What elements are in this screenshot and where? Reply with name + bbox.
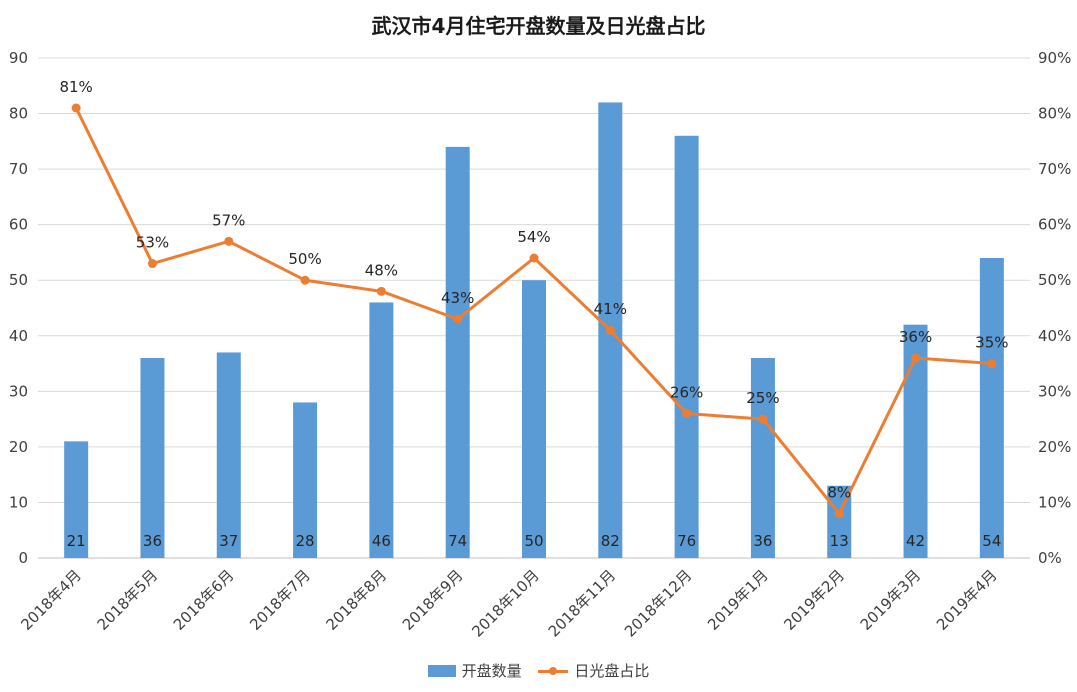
y-right-tick-label: 80% [1038, 105, 1071, 123]
y-right-tick-label: 70% [1038, 160, 1071, 178]
bar-data-label: 21 [67, 532, 86, 550]
line-point [453, 314, 463, 324]
line-data-label: 8% [827, 484, 851, 502]
line-data-label: 53% [136, 234, 169, 252]
bar [216, 352, 241, 558]
y-right-tick-label: 60% [1038, 216, 1071, 234]
x-tick-label: 2018年10月 [468, 566, 542, 640]
bar [369, 302, 394, 558]
bar-data-label: 37 [219, 532, 238, 550]
legend-label-line: 日光盘占比 [574, 662, 650, 680]
line-point [605, 325, 615, 335]
x-tick-label: 2019年1月 [704, 566, 772, 634]
bar-data-label: 50 [524, 532, 543, 550]
y-left-tick-label: 20 [9, 438, 28, 456]
y-left-tick-label: 30 [9, 382, 28, 400]
y-right-tick-label: 20% [1038, 438, 1071, 456]
x-tick-label: 2019年3月 [857, 566, 925, 634]
line-data-label: 50% [288, 250, 321, 268]
legend: 开盘数量 日光盘占比 [0, 660, 1077, 681]
line-data-label: 81% [59, 78, 92, 96]
x-tick-label: 2018年8月 [323, 566, 391, 634]
line-point [71, 103, 81, 113]
bar-data-label: 82 [601, 532, 620, 550]
line-data-label: 48% [365, 261, 398, 279]
bar-data-label: 76 [677, 532, 696, 550]
y-left-tick-label: 10 [9, 493, 28, 511]
bar-data-label: 74 [448, 532, 467, 550]
y-left-tick-label: 60 [9, 216, 28, 234]
bar [979, 258, 1004, 558]
x-tick-label: 2019年4月 [933, 566, 1001, 634]
y-right-tick-label: 30% [1038, 382, 1071, 400]
line-data-label: 43% [441, 289, 474, 307]
x-tick-label: 2019年2月 [780, 566, 848, 634]
bar-data-label: 54 [982, 532, 1001, 550]
bar [750, 358, 775, 558]
bar [522, 280, 546, 558]
line-point [987, 359, 997, 369]
bar-data-label: 36 [143, 532, 162, 550]
bar-data-label: 28 [296, 532, 315, 550]
line-data-label: 35% [975, 334, 1008, 352]
chart-title: 武汉市4月住宅开盘数量及日光盘占比 [371, 14, 706, 38]
bar-data-label: 42 [906, 532, 925, 550]
line-point [834, 509, 844, 519]
line-data-label: 26% [670, 384, 703, 402]
bar [64, 441, 89, 558]
bar-data-label: 13 [830, 532, 849, 550]
bar-data-label: 46 [372, 532, 391, 550]
legend-line-swatch [538, 665, 569, 677]
y-left-tick-label: 0 [18, 549, 28, 567]
x-tick-label: 2018年6月 [170, 566, 238, 634]
line-point [911, 353, 921, 363]
line-point [682, 409, 692, 419]
y-left-tick-label: 50 [9, 271, 28, 289]
line-data-label: 25% [746, 389, 779, 407]
x-tick-label: 2018年9月 [399, 566, 467, 634]
line-point [529, 253, 539, 263]
y-right-tick-label: 90% [1038, 49, 1071, 67]
bar [674, 135, 699, 558]
line-data-label: 41% [594, 300, 627, 318]
x-tick-label: 2018年7月 [246, 566, 314, 634]
line-point [147, 259, 157, 269]
line-point [300, 275, 310, 285]
x-tick-label: 2018年12月 [621, 566, 695, 640]
line-point [376, 286, 386, 296]
bar [445, 146, 470, 558]
legend-item-line: 日光盘占比 [538, 660, 649, 681]
y-right-tick-label: 0% [1038, 549, 1062, 567]
x-tick-label: 2018年4月 [17, 566, 85, 634]
bar [140, 358, 165, 558]
bar [293, 402, 318, 558]
plot-area: 0 10 20 30 40 50 60 70 80 90 0% 10% 20% 30% 40% 50% 60% 7… [9, 49, 1071, 641]
x-tick-label: 2018年5月 [94, 566, 162, 634]
legend-bar-swatch [427, 664, 456, 677]
line-data-label: 36% [899, 328, 932, 346]
bar [903, 324, 928, 558]
line-data-label: 54% [517, 228, 550, 246]
legend-label-bar: 开盘数量 [461, 662, 522, 680]
y-left-tick-label: 70 [9, 160, 28, 178]
line-point [224, 236, 234, 246]
bar-data-label: 36 [753, 532, 772, 550]
line-point [758, 414, 768, 424]
y-left-tick-label: 90 [9, 49, 28, 67]
y-right-tick-label: 40% [1038, 327, 1071, 345]
x-tick-label: 2018年11月 [545, 566, 619, 640]
y-left-tick-label: 80 [9, 105, 28, 123]
y-right-tick-label: 50% [1038, 271, 1071, 289]
line-data-label: 57% [212, 211, 245, 229]
y-left-tick-label: 40 [9, 327, 28, 345]
y-right-tick-label: 10% [1038, 493, 1071, 511]
legend-item-bar: 开盘数量 [427, 660, 522, 681]
